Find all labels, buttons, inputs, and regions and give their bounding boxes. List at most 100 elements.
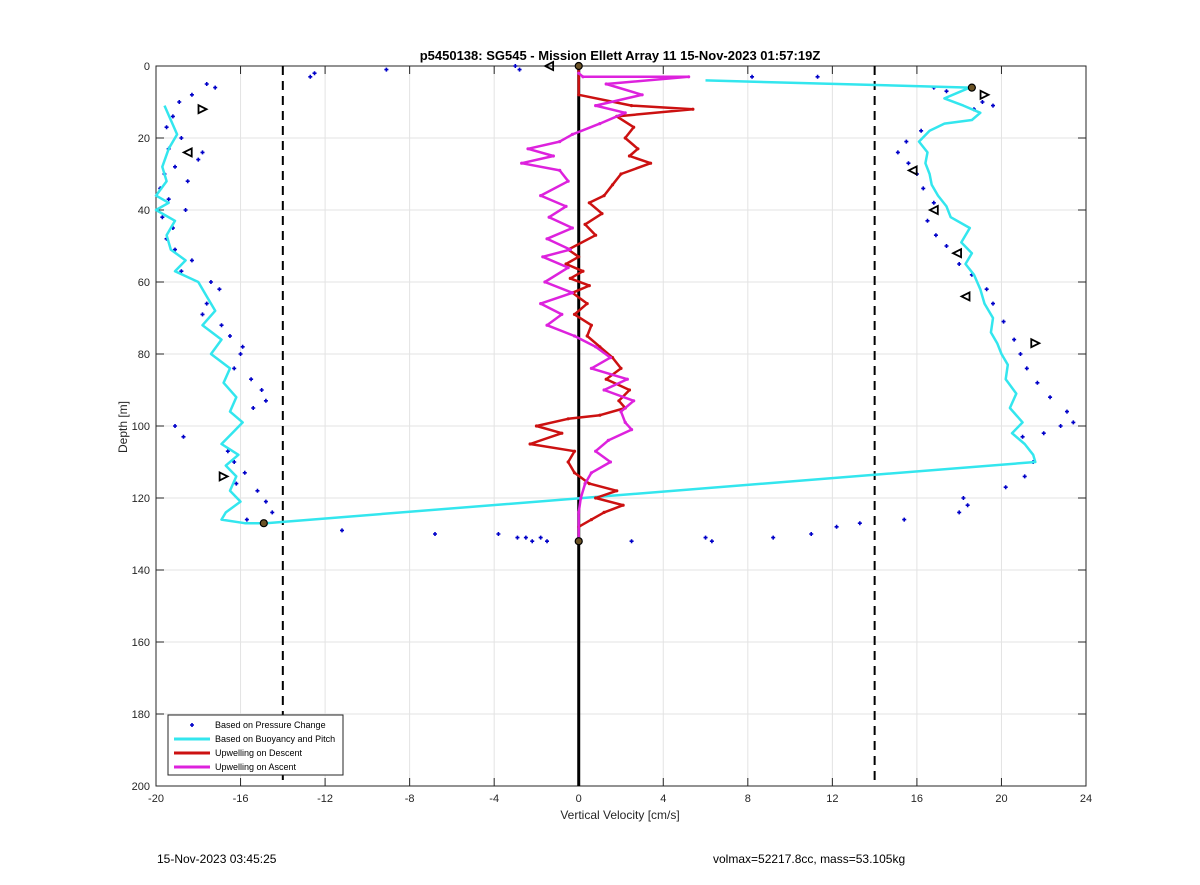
- x-tick-label: 20: [995, 793, 1007, 805]
- y-tick-label: 160: [132, 637, 150, 649]
- series-point: [583, 222, 587, 226]
- pressure-point: [217, 287, 222, 292]
- pressure-point: [219, 323, 224, 328]
- y-tick-label: 60: [138, 277, 150, 289]
- series-point: [585, 334, 589, 338]
- series-point: [623, 111, 627, 115]
- series-point: [604, 82, 608, 86]
- series-point: [589, 471, 594, 475]
- pressure-point: [515, 535, 520, 540]
- reference-lines: [281, 66, 876, 786]
- pressure-point: [1020, 434, 1025, 439]
- triangle-right-marker: [197, 103, 209, 115]
- series-point: [577, 71, 581, 75]
- y-tick-label: 80: [138, 349, 150, 361]
- pressure-point: [1064, 409, 1069, 414]
- pressure-point: [312, 71, 317, 76]
- pressure-point: [384, 67, 389, 72]
- pressure-point: [189, 92, 194, 97]
- pressure-point: [1024, 366, 1029, 371]
- series-point: [577, 510, 581, 514]
- y-tick-label: 40: [138, 205, 150, 217]
- series-point: [570, 291, 574, 295]
- triangle-right-marker: [218, 470, 230, 482]
- pressure-point: [200, 150, 205, 155]
- series-point: [594, 104, 598, 108]
- series-point: [587, 284, 591, 288]
- x-tick-label: -8: [405, 793, 415, 805]
- series-point: [621, 503, 625, 507]
- pressure-point: [251, 406, 256, 410]
- pressure-point: [919, 128, 924, 133]
- series-point: [545, 237, 549, 241]
- series-point: [583, 482, 587, 486]
- series-point: [691, 107, 695, 111]
- series-point: [589, 323, 594, 327]
- series-point: [600, 212, 604, 216]
- series-point: [585, 302, 589, 306]
- pressure-point: [904, 139, 909, 144]
- pressure-point: [545, 539, 550, 544]
- pressure-point: [933, 233, 938, 238]
- circle-marker: [574, 537, 583, 546]
- tick-labels: -20 -16 -12 -8 -4 0 4 8 12 16 20 24 0 20 40 60 80 100 120 1…: [132, 61, 1092, 805]
- pressure-point: [944, 244, 949, 248]
- pressure-point: [270, 510, 275, 515]
- x-tick-label: 8: [745, 793, 751, 805]
- legend: Based on Pressure Change Based on Buoyanc…: [167, 714, 344, 776]
- pressure-point: [771, 535, 776, 540]
- pressure-point: [857, 521, 862, 526]
- pressure-point: [170, 114, 175, 119]
- series-point: [526, 147, 530, 151]
- data-series: [154, 64, 1076, 544]
- pressure-point: [263, 499, 268, 504]
- series-line-2: [528, 66, 695, 542]
- pressure-point: [750, 74, 755, 79]
- series-point: [640, 93, 644, 97]
- series-point: [648, 161, 653, 165]
- series-point: [629, 104, 634, 108]
- pressure-point: [957, 510, 962, 515]
- pressure-point: [1018, 352, 1023, 356]
- series-point: [594, 233, 598, 237]
- series-point: [528, 442, 532, 446]
- series-point: [545, 323, 549, 327]
- pressure-point: [238, 352, 243, 356]
- pressure-point: [1071, 420, 1076, 425]
- pressure-point: [225, 449, 230, 454]
- triangle-left-marker: [951, 247, 962, 259]
- series-point: [636, 147, 640, 151]
- series-point: [587, 482, 591, 486]
- x-tick-label: -12: [317, 793, 333, 805]
- pressure-point: [1048, 395, 1053, 400]
- series-point: [560, 431, 564, 435]
- series-point: [602, 510, 606, 514]
- series-point: [541, 255, 545, 259]
- series-point: [598, 122, 602, 126]
- legend-swatch: [190, 723, 194, 727]
- pressure-point: [240, 344, 245, 349]
- series-point: [547, 215, 551, 219]
- pressure-point: [340, 528, 344, 533]
- series-point: [570, 226, 574, 230]
- pressure-point: [185, 179, 190, 184]
- series-point: [579, 496, 583, 500]
- series-point: [594, 345, 598, 349]
- series-point: [581, 269, 585, 273]
- pressure-point: [991, 301, 995, 306]
- pressure-point: [815, 74, 820, 79]
- series-point: [619, 366, 623, 370]
- pressure-point: [308, 74, 313, 79]
- pressure-point: [227, 334, 232, 338]
- footer-timestamp: 15-Nov-2023 03:45:25: [157, 852, 277, 866]
- pressure-point: [173, 164, 178, 169]
- y-tick-label: 100: [132, 421, 150, 433]
- pressure-point: [232, 366, 237, 371]
- legend-label: Based on Pressure Change: [215, 720, 326, 730]
- pressure-point: [259, 388, 264, 392]
- x-tick-label: -20: [148, 793, 164, 805]
- pressure-point: [179, 269, 184, 274]
- circle-marker: [967, 83, 976, 92]
- pressure-point: [173, 424, 178, 428]
